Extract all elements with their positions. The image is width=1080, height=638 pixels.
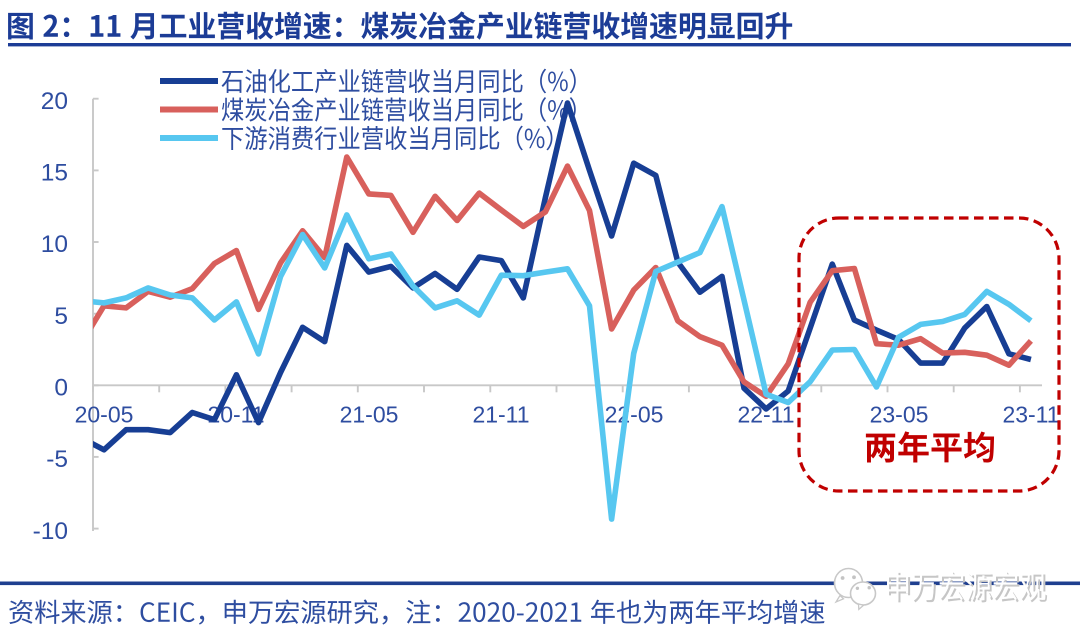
svg-text:5: 5 bbox=[54, 303, 68, 330]
svg-text:22-05: 22-05 bbox=[605, 401, 664, 427]
svg-text:0: 0 bbox=[54, 375, 68, 402]
svg-text:-10: -10 bbox=[33, 518, 68, 545]
svg-text:-5: -5 bbox=[46, 446, 68, 473]
svg-text:23-11: 23-11 bbox=[1002, 401, 1059, 427]
svg-text:21-05: 21-05 bbox=[340, 401, 399, 427]
svg-text:20-05: 20-05 bbox=[75, 401, 134, 427]
svg-text:21-11: 21-11 bbox=[472, 401, 529, 427]
svg-text:20: 20 bbox=[41, 88, 68, 115]
svg-text:10: 10 bbox=[41, 231, 68, 258]
svg-text:15: 15 bbox=[41, 160, 68, 187]
svg-text:23-05: 23-05 bbox=[870, 401, 929, 427]
